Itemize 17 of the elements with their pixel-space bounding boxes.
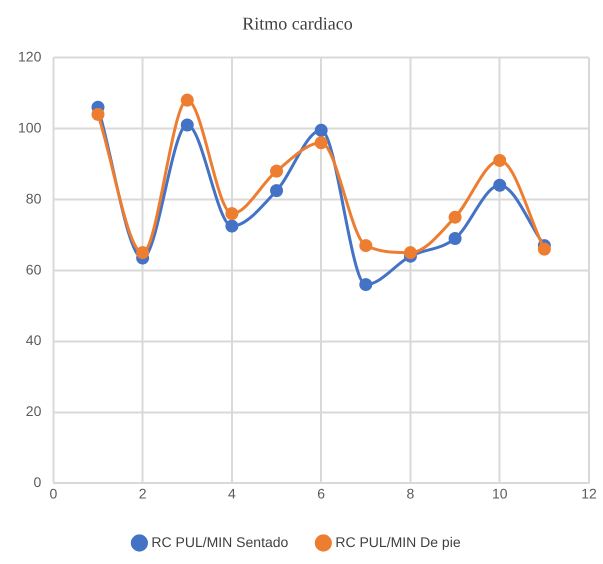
y-tick-label: 100 (18, 119, 42, 136)
y-tick-label: 0 (34, 474, 42, 490)
legend-label: RC PUL/MIN Sentado (151, 534, 289, 550)
x-tick-label: 2 (138, 485, 147, 502)
x-tick-label: 10 (492, 485, 508, 502)
y-tick-label: 80 (26, 190, 42, 206)
x-tick-label: 6 (317, 485, 326, 502)
chart-title: Ritmo cardiaco (242, 14, 353, 34)
y-tick-label: 60 (26, 261, 42, 278)
x-tick-label: 8 (406, 485, 415, 502)
legend-label: RC PUL/MIN De pie (335, 534, 461, 550)
x-tick-label: 12 (581, 485, 597, 502)
x-tick-label: 4 (228, 485, 236, 502)
x-tick-label: 0 (49, 485, 58, 502)
y-tick-label: 40 (26, 332, 42, 348)
y-tick-label: 20 (26, 403, 42, 420)
y-tick-label: 120 (18, 48, 42, 64)
